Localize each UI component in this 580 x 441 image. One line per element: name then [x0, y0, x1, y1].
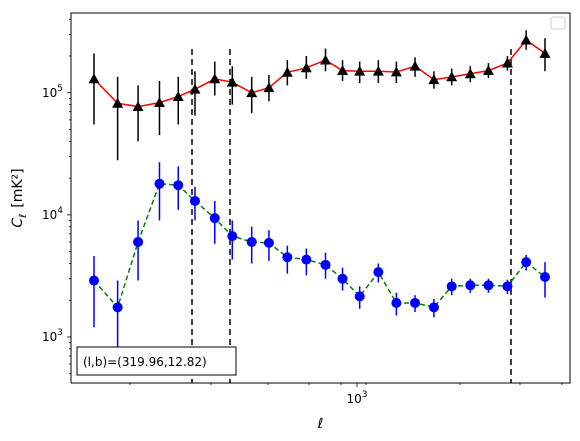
data-point [521, 257, 532, 268]
data-point [246, 236, 257, 247]
data-point [410, 297, 421, 308]
data-point [282, 252, 293, 263]
data-point [153, 97, 165, 108]
data-point [540, 271, 550, 282]
data-point [501, 57, 513, 68]
legend-box [550, 16, 566, 30]
data-point [446, 281, 457, 292]
data-point [263, 237, 274, 248]
data-point [281, 66, 293, 77]
data-point [354, 291, 365, 302]
data-point [390, 66, 402, 77]
data-point [189, 83, 201, 94]
tick-exponent: 5 [57, 84, 63, 94]
tick-exponent: 3 [362, 390, 368, 400]
data-point [246, 87, 258, 98]
y-tick-label: 103 [42, 328, 63, 344]
data-point [502, 281, 513, 292]
annotation-box: (l,b)=(319.96,12.82) [76, 346, 237, 376]
data-point [173, 180, 184, 191]
tick-base: 10 [42, 86, 57, 100]
data-point [428, 302, 439, 313]
x-axis-label: ℓ [317, 416, 324, 432]
data-point [89, 275, 99, 286]
y-tick-label: 105 [42, 84, 63, 100]
vertical-reference-lines [191, 49, 512, 383]
axes-frame [70, 12, 571, 384]
data-point [320, 259, 331, 270]
data-point [520, 34, 532, 45]
data-point [483, 280, 494, 291]
data-point [132, 101, 144, 112]
y-axis-label-subscript: ℓ [18, 214, 29, 218]
data-point [172, 91, 184, 102]
series-2 [89, 162, 550, 353]
series-1 [88, 30, 551, 161]
data-point [409, 60, 421, 71]
y-axis-label-symbol: C [10, 218, 26, 228]
data-point [337, 273, 348, 284]
data-point [428, 74, 440, 85]
tick-exponent: 3 [57, 328, 63, 338]
y-axis-label-unit: [mK²] [10, 168, 26, 207]
data-point [373, 267, 384, 278]
tick-base: 10 [42, 208, 57, 222]
data-point [354, 65, 366, 76]
data-point [112, 97, 124, 108]
data-point [88, 73, 100, 84]
data-point [300, 62, 312, 73]
data-series [88, 30, 551, 353]
data-point [337, 65, 349, 75]
data-point [320, 54, 332, 65]
data-point [209, 73, 221, 84]
data-point [263, 82, 275, 93]
annotation-text: (l,b)=(319.96,12.82) [83, 355, 207, 369]
data-point [209, 213, 220, 224]
data-point [391, 297, 402, 308]
data-point [301, 254, 312, 265]
data-point [133, 236, 144, 247]
tick-base: 10 [42, 330, 57, 344]
data-point [372, 65, 384, 76]
annotation-frame [76, 346, 237, 376]
data-point [465, 280, 476, 291]
y-axis-label: Cℓ [mK²] [10, 168, 29, 227]
data-point [154, 178, 165, 189]
tick-base: 10 [346, 392, 361, 406]
data-point [189, 195, 200, 206]
data-point [112, 302, 123, 313]
x-tick-label: 103 [346, 390, 367, 406]
y-tick-label: 104 [42, 206, 63, 222]
data-point [226, 76, 238, 87]
data-point [482, 65, 494, 75]
data-point [464, 68, 476, 79]
data-point [227, 231, 238, 242]
tick-exponent: 4 [57, 206, 63, 216]
data-point [446, 71, 458, 82]
data-point [539, 47, 551, 58]
